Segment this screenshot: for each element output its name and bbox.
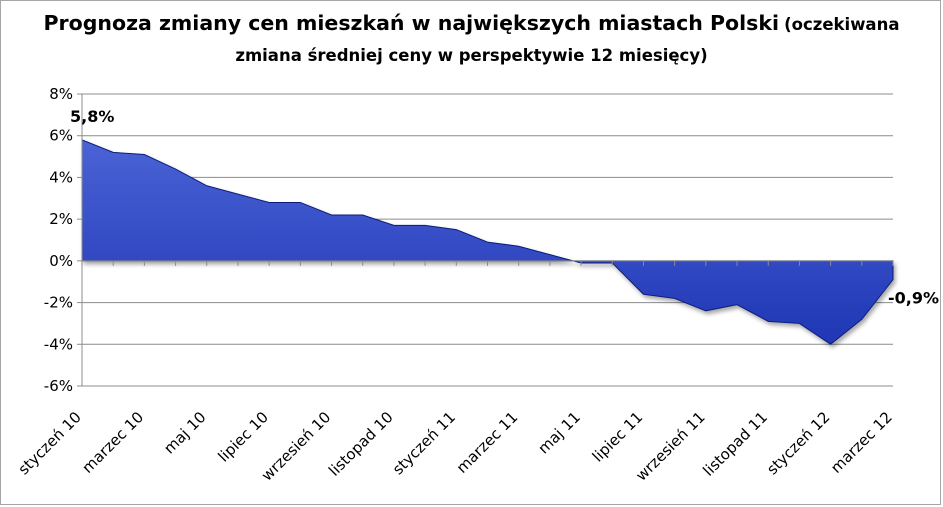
data-label: 5,8% bbox=[70, 107, 114, 126]
y-tick-label: -4% bbox=[44, 335, 73, 353]
x-tick-label: lipiec 10 bbox=[214, 408, 272, 466]
x-tick-label: marzec 11 bbox=[453, 408, 522, 477]
x-tick-label: listopad 11 bbox=[699, 408, 771, 480]
x-tick-label: maj 11 bbox=[535, 408, 584, 457]
x-tick-label: listopad 10 bbox=[325, 408, 397, 480]
data-labels: 5,8% -0,9% bbox=[70, 107, 939, 308]
y-tick-label: -2% bbox=[44, 294, 73, 312]
y-tick-label: 6% bbox=[49, 127, 73, 145]
title-sub-1: (oczekiwana bbox=[784, 15, 900, 34]
x-tick-label: styczeń 10 bbox=[15, 408, 85, 478]
title-sub-2: zmiana średniej ceny w perspektywie 12 m… bbox=[235, 46, 708, 65]
chart-title: Prognoza zmiany cen mieszkań w największ… bbox=[0, 8, 943, 71]
x-tick-label: lipiec 11 bbox=[589, 408, 647, 466]
series-area bbox=[81, 139, 894, 345]
x-tick-label: marzec 12 bbox=[827, 408, 896, 477]
title-main: Prognoza zmiany cen mieszkań w największ… bbox=[43, 11, 780, 35]
data-label: -0,9% bbox=[888, 289, 939, 308]
y-tick-label: 4% bbox=[49, 168, 73, 186]
x-tick-label: marzec 10 bbox=[78, 408, 147, 477]
x-tick-label: styczeń 11 bbox=[389, 408, 459, 478]
area-series bbox=[81, 139, 894, 345]
y-axis-ticks: 8% 6% 4% 2% 0% -2% -4% -6% bbox=[44, 85, 82, 395]
y-tick-label: -6% bbox=[44, 377, 73, 395]
y-tick-label: 2% bbox=[49, 210, 73, 228]
y-tick-label: 8% bbox=[49, 85, 73, 103]
x-tick-label: maj 10 bbox=[160, 408, 209, 457]
x-tick-label: styczeń 12 bbox=[763, 408, 833, 478]
y-tick-label: 0% bbox=[49, 252, 73, 270]
